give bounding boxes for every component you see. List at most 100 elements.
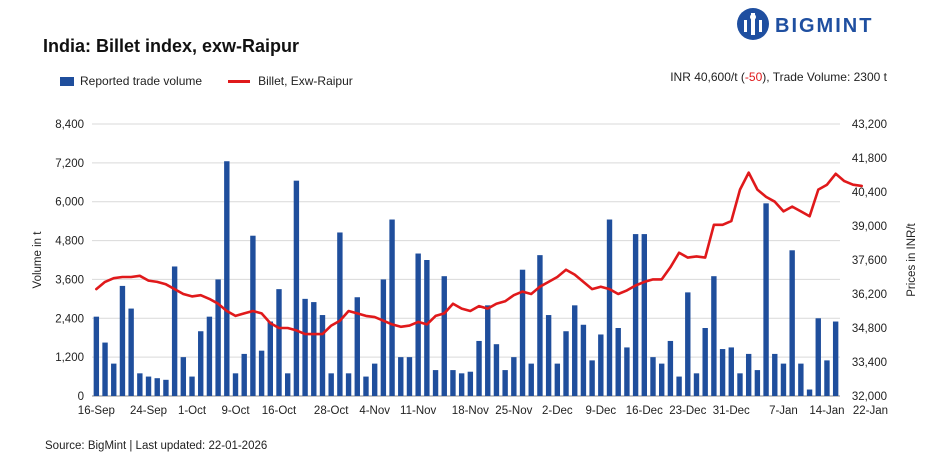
volume-bar — [163, 379, 169, 396]
y-left-tick-label: 8,400 — [55, 119, 84, 131]
volume-bar — [832, 321, 839, 396]
volume-bar — [685, 292, 691, 396]
volume-bar — [137, 373, 143, 396]
price-summary: INR 40,600/t (-50), Trade Volume: 2300 t — [670, 70, 887, 84]
volume-bar — [145, 376, 152, 396]
volume-bar — [728, 347, 734, 396]
y-right-tick-label: 40,400 — [852, 187, 887, 199]
volume-bar — [693, 373, 700, 396]
volume-bar — [789, 250, 795, 396]
volume-bar — [545, 315, 552, 396]
volume-bar — [511, 357, 517, 396]
price-line — [95, 171, 864, 336]
x-tick-label: 2-Dec — [542, 405, 573, 417]
x-tick-label: 14-Jan — [809, 405, 844, 417]
y-left-tick-label: 0 — [78, 391, 84, 403]
volume-bar — [406, 357, 413, 396]
volume-bar — [711, 276, 717, 396]
volume-bar — [606, 219, 613, 396]
y-left-axis-title: Volume in t — [32, 231, 44, 289]
y-right-tick-label: 33,400 — [852, 357, 887, 369]
x-tick-label: 7-Jan — [769, 405, 798, 417]
volume-bar — [258, 350, 265, 396]
volume-bar — [763, 203, 769, 396]
volume-bar — [458, 373, 465, 396]
volume-bar — [415, 253, 421, 396]
volume-bar — [154, 378, 160, 396]
volume-bar — [467, 371, 474, 396]
x-tick-label: 9-Oct — [221, 405, 250, 417]
summary-change: -50 — [744, 70, 763, 84]
volume-bar — [93, 316, 100, 396]
volume-bar — [798, 363, 804, 396]
legend-label-volume: Reported trade volume — [80, 74, 203, 88]
y-right-tick-label: 41,800 — [852, 153, 887, 165]
volume-bar — [485, 305, 491, 396]
y-right-tick-label: 32,000 — [852, 391, 887, 403]
volume-bar — [598, 334, 604, 396]
volume-bar — [337, 232, 343, 396]
volume-bar — [624, 347, 630, 396]
volume-bar — [354, 297, 360, 396]
legend-line-swatch — [228, 79, 251, 83]
y-left-tick-label: 2,400 — [55, 313, 84, 325]
volume-bar — [319, 315, 326, 396]
chart-legend: Reported trade volume Billet, Exw-Raipur — [60, 74, 353, 88]
volume-bar — [119, 285, 126, 396]
y-left-tick-label: 7,200 — [55, 158, 84, 170]
volume-bar — [537, 255, 543, 396]
volume-bar — [328, 373, 334, 396]
volume-bar — [772, 353, 778, 396]
brand-name: BIGMINT — [775, 15, 874, 37]
volume-bar — [206, 316, 213, 396]
volume-bar — [424, 260, 430, 396]
volume-bar — [432, 370, 439, 396]
volume-bar — [667, 340, 674, 396]
source-note: Source: BigMint | Last updated: 22-01-20… — [45, 440, 268, 452]
y-right-tick-label: 36,200 — [852, 289, 887, 301]
chart-title: India: Billet index, exw-Raipur — [43, 36, 300, 56]
volume-bar — [780, 363, 787, 396]
x-tick-label: 16-Dec — [626, 405, 663, 417]
y-right-tick-label: 43,200 — [852, 119, 887, 131]
x-tick-label: 22-Jan — [853, 405, 888, 417]
volume-bar — [745, 353, 752, 396]
legend-label-price: Billet, Exw-Raipur — [258, 74, 353, 88]
volume-bar — [572, 305, 578, 396]
y-left-tick-label: 6,000 — [55, 197, 84, 209]
volume-bar — [389, 219, 395, 396]
volume-bar — [502, 370, 508, 396]
x-tick-label: 16-Sep — [78, 405, 115, 417]
volume-bar — [493, 344, 500, 396]
volume-bar — [345, 373, 352, 396]
y-right-tick-label: 37,600 — [852, 255, 887, 267]
volume-bar — [737, 373, 743, 396]
volume-bar — [380, 279, 387, 396]
volume-bar — [528, 363, 534, 396]
volume-bar — [589, 360, 595, 396]
volume-bar — [806, 389, 813, 396]
volume-bar — [719, 349, 726, 396]
volume-bar — [554, 363, 561, 396]
volume-bar — [563, 331, 569, 396]
volume-bar — [180, 357, 187, 396]
x-tick-label: 9-Dec — [585, 405, 616, 417]
y-right-tick-label: 34,800 — [852, 323, 887, 335]
summary-suffix: ), Trade Volume: 2300 t — [762, 70, 887, 84]
x-tick-label: 16-Oct — [262, 405, 297, 417]
y-right-axis-title: Prices in INR/t — [906, 222, 918, 296]
volume-bar — [293, 180, 300, 396]
volume-bar — [128, 308, 134, 396]
x-tick-label: 1-Oct — [178, 405, 207, 417]
y-right-tick-label: 39,000 — [852, 221, 887, 233]
volume-bar — [632, 234, 639, 396]
volume-bar — [676, 376, 682, 396]
x-tick-label: 11-Nov — [400, 405, 436, 417]
x-tick-label: 31-Dec — [713, 405, 750, 417]
y-left-tick-label: 1,200 — [55, 352, 84, 364]
volume-bar — [398, 357, 404, 396]
x-tick-label: 23-Dec — [669, 405, 706, 417]
volume-bar — [641, 234, 647, 396]
volume-bar — [171, 266, 178, 396]
